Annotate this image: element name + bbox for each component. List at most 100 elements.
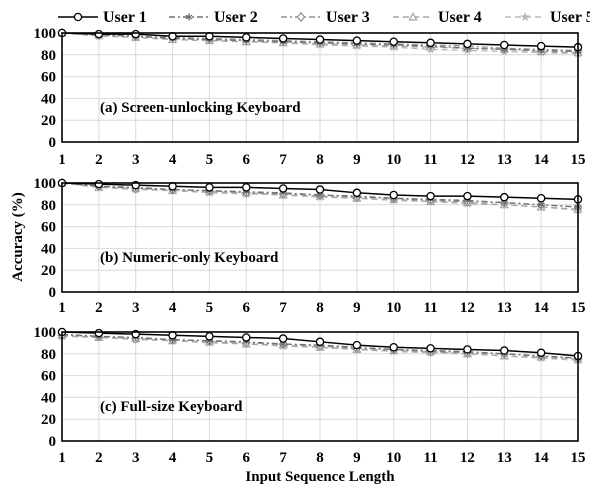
x-tick-label: 7 [279,450,287,466]
x-tick-label: 12 [460,450,475,466]
panel-label: (a) Screen-unlocking Keyboard [100,100,301,116]
y-tick-label: 40 [41,390,56,406]
data-point [242,333,251,342]
data-point [536,348,546,357]
data-point [352,36,362,45]
x-tick-label: 7 [279,300,287,316]
y-tick-label: 20 [41,113,56,129]
x-tick-label: 15 [571,152,586,168]
y-tick-label: 0 [49,285,57,301]
x-axis-title: Input Sequence Length [245,469,395,485]
legend-marker [408,12,418,21]
y-tick-label: 100 [34,325,57,341]
legend: User 1 User 2 User 3 User 4 User 5 [58,9,590,26]
x-tick-label: 4 [169,450,177,466]
series-user-1 [57,178,583,204]
series-line [61,32,579,55]
y-tick-label: 40 [41,91,56,107]
data-point [131,29,140,39]
x-tick-label: 4 [169,300,177,316]
data-point [463,345,472,354]
y-tick-label: 60 [41,369,56,385]
x-tick-label: 2 [95,300,103,316]
x-tick-label: 11 [423,450,437,466]
x-tick-label: 8 [316,300,324,316]
data-point [352,188,362,198]
y-tick-label: 20 [41,263,56,279]
legend-marker [73,12,83,22]
x-tick-label: 11 [423,300,437,316]
x-tick-label: 10 [386,450,401,466]
panel-label: (b) Numeric-only Keyboard [100,250,279,266]
legend-marker [185,13,193,21]
x-tick-label: 12 [460,300,475,316]
data-point [500,192,509,202]
legend-label: User 4 [438,9,482,26]
data-point [94,29,104,39]
data-point [94,179,104,189]
x-tick-label: 5 [206,450,214,466]
legend-label: User 5 [550,9,590,26]
data-point [205,183,214,192]
x-tick-label: 10 [386,152,401,168]
legend-label: User 2 [214,9,258,26]
data-point [463,39,472,49]
x-tick-label: 2 [95,152,103,168]
x-tick-label: 1 [58,152,66,168]
x-tick-label: 13 [497,450,512,466]
x-tick-label: 9 [353,450,361,466]
y-tick-label: 0 [49,434,57,450]
series-line [61,182,579,208]
series-line [61,333,579,359]
y-axis-title: Accuracy (%) [10,192,26,282]
legend-item-user-1: User 1 [58,9,147,26]
data-point [389,37,398,46]
data-point [536,194,546,203]
y-tick-label: 80 [41,198,56,214]
x-tick-label: 13 [497,152,512,168]
x-tick-label: 10 [386,300,401,316]
legend-label: User 3 [326,9,370,26]
x-tick-label: 11 [423,152,437,168]
legend-marker [520,11,530,22]
y-tick-label: 100 [34,26,57,42]
legend-item-user-2: User 2 [169,9,258,26]
data-point [426,344,435,353]
data-point [500,346,509,355]
x-tick-label: 1 [58,300,66,316]
data-point [315,185,325,194]
data-point [426,38,435,48]
y-tick-label: 60 [41,70,56,86]
series-line [61,182,579,210]
data-point [389,343,398,352]
x-tick-label: 6 [243,152,251,168]
x-tick-label: 14 [534,450,550,466]
data-point [315,337,325,347]
legend-item-user-4: User 4 [393,9,482,26]
data-point [536,41,546,51]
x-tick-label: 12 [460,152,475,168]
data-point [242,183,251,192]
series-user-1 [57,28,583,52]
y-tick-label: 0 [49,135,57,151]
data-point [426,191,435,201]
x-tick-label: 13 [497,300,512,316]
x-tick-label: 1 [58,450,66,466]
series-line [61,32,579,53]
series-line [61,334,579,360]
x-tick-label: 6 [243,450,251,466]
x-tick-label: 15 [571,300,586,316]
x-tick-label: 7 [279,152,287,168]
x-tick-label: 8 [316,152,324,168]
x-tick-label: 9 [353,152,361,168]
x-tick-label: 3 [132,152,140,168]
y-tick-label: 40 [41,241,56,257]
data-point [352,340,362,350]
x-tick-label: 8 [316,450,324,466]
x-tick-label: 6 [243,300,251,316]
x-tick-label: 9 [353,300,361,316]
